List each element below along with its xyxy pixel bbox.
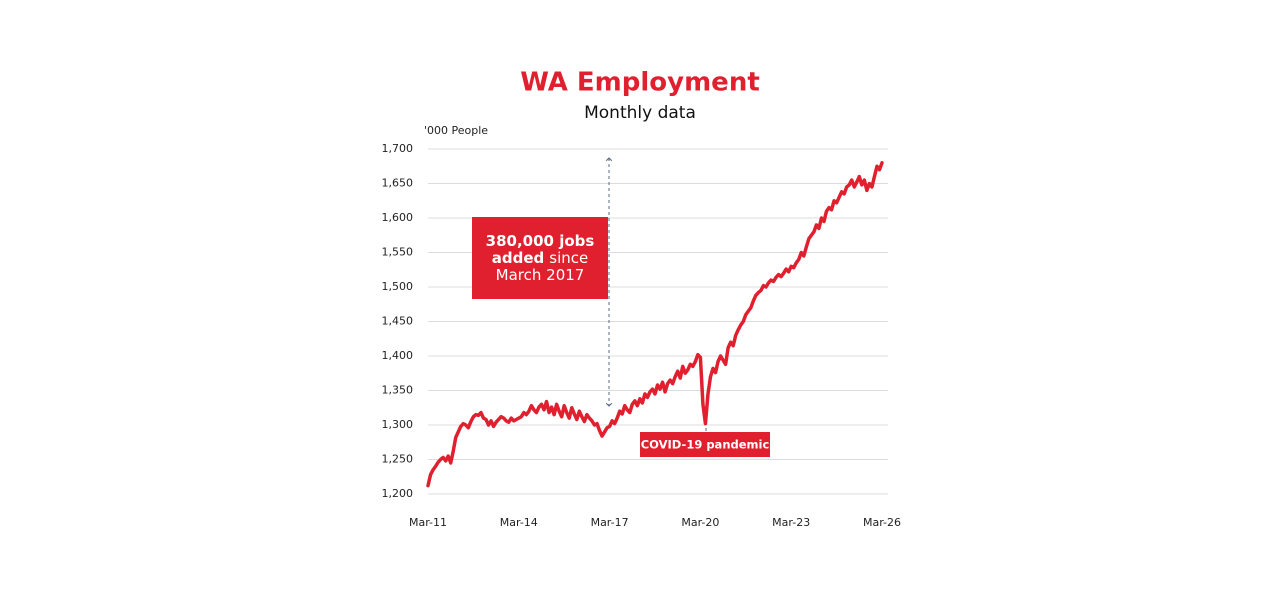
annotation-line: 380,000 jobs: [486, 232, 595, 250]
y-tick-label: 1,550: [382, 246, 414, 259]
y-tick-label: 1,600: [382, 211, 414, 224]
x-tick-label: Mar-26: [863, 516, 901, 529]
x-tick-label: Mar-11: [409, 516, 447, 529]
x-tick-label: Mar-17: [591, 516, 629, 529]
annotation-box: [472, 217, 608, 299]
y-tick-label: 1,700: [382, 142, 414, 155]
data-line: [426, 161, 884, 488]
y-tick-label: 1,650: [382, 177, 414, 190]
y-tick-label: 1,250: [382, 453, 414, 466]
annotation-line: March 2017: [496, 266, 585, 284]
y-tick-label: 1,400: [382, 349, 414, 362]
x-tick-label: Mar-14: [500, 516, 538, 529]
chart-title: WA Employment: [520, 68, 760, 98]
event-box: [640, 432, 770, 457]
annotation-text: 380,000 jobs added since March 2017: [486, 232, 595, 284]
chart-subtitle: Monthly data: [584, 103, 696, 123]
annotation-line: added: [492, 249, 545, 267]
grid: 1,200 1,250 1,300 1,350 1,400 1,450 1,500 1,550…: [382, 142, 902, 529]
annotation-line: since: [549, 249, 588, 267]
x-tick-label: Mar-23: [772, 516, 810, 529]
y-tick-label: 1,350: [382, 384, 414, 397]
y-tick-label: 1,450: [382, 315, 414, 328]
y-axis-label: '000 People: [424, 124, 488, 137]
x-tick-label: Mar-20: [681, 516, 719, 529]
event-label: COVID-19 pandemic: [641, 438, 770, 452]
y-tick-label: 1,500: [382, 280, 414, 293]
y-tick-label: 1,200: [382, 487, 414, 500]
plot: [426, 161, 884, 488]
y-tick-label: 1,300: [382, 418, 414, 431]
